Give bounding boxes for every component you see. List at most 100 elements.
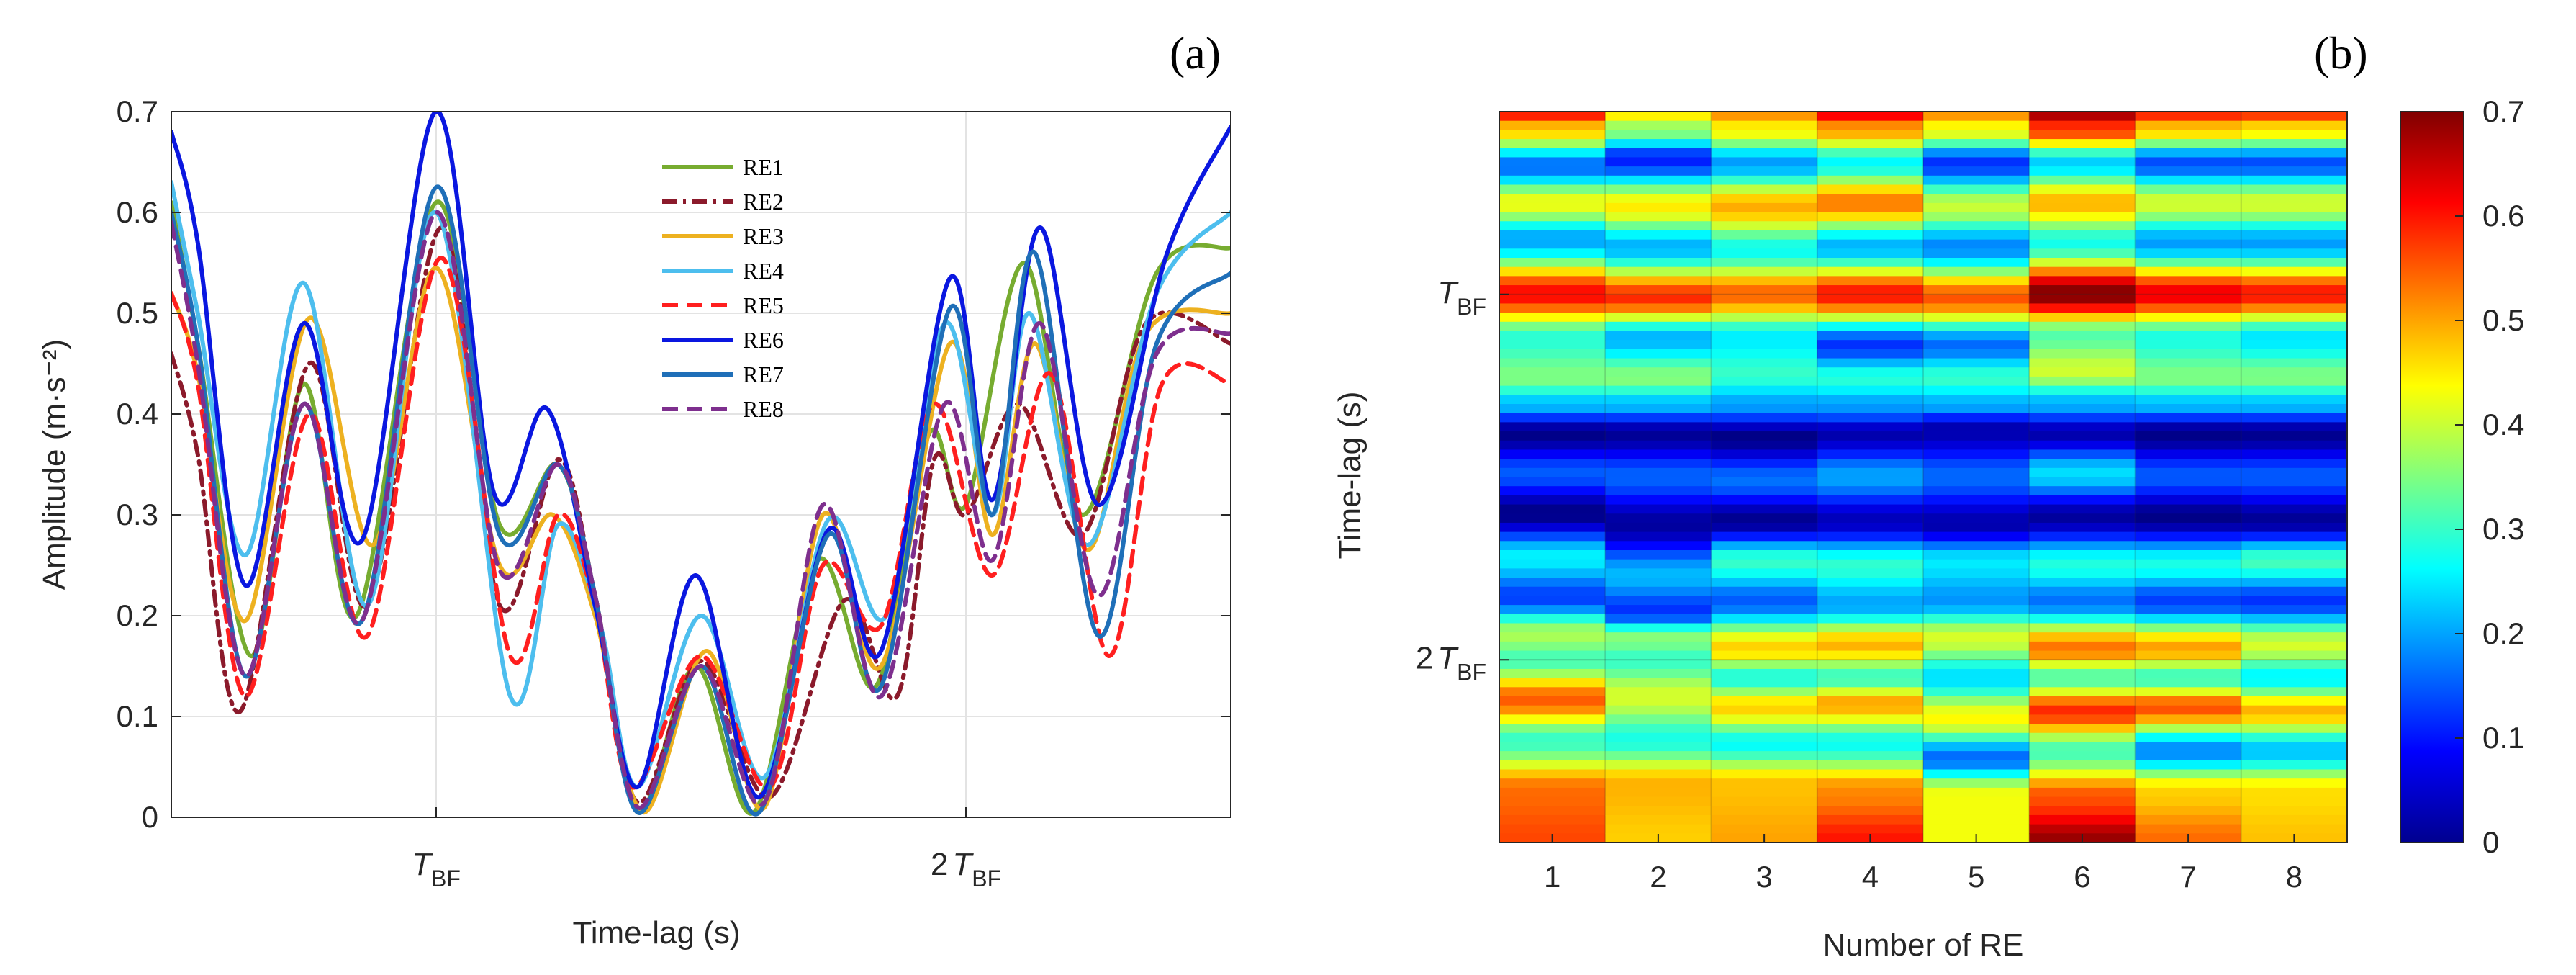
x-axis: 1 2 3 4 5 6 7 8	[1544, 834, 2302, 894]
heatmap-cell	[2135, 550, 2242, 560]
heatmap-cell	[1711, 331, 1818, 341]
heatmap-cell	[1499, 513, 1606, 524]
colorbar-tick-label: 0.6	[2482, 199, 2524, 233]
heatmap-cell	[1923, 824, 2030, 834]
heatmap-cell	[1605, 705, 1712, 715]
heatmap-cell	[1817, 148, 1924, 158]
heatmap-cell	[1711, 732, 1818, 743]
heatmap-cell	[1499, 440, 1606, 451]
heatmap-cell	[1711, 586, 1818, 597]
heatmap-cell	[1605, 276, 1712, 286]
heatmap-cell	[1817, 440, 1924, 451]
heatmap-cell	[1605, 531, 1712, 542]
heatmap-cell	[1711, 559, 1818, 569]
heatmap-cell	[2241, 495, 2348, 506]
heatmap-cell	[1605, 632, 1712, 642]
colorbar-tick-label: 0	[2482, 825, 2499, 859]
heatmap-cell	[1817, 340, 1924, 350]
heatmap-cell	[1817, 202, 1924, 213]
heatmap-cell	[1923, 696, 2030, 706]
heatmap-cell	[2241, 266, 2348, 277]
heatmap-cell	[2029, 194, 2136, 204]
heatmap-cell	[1499, 285, 1606, 295]
heatmap-cell	[1817, 321, 1924, 332]
heatmap-cell	[1923, 239, 2030, 249]
heatmap-cell	[2135, 477, 2242, 487]
heatmap-cell	[2241, 157, 2348, 167]
heatmap-cell	[1499, 422, 1606, 432]
heatmap-cell	[1605, 486, 1712, 496]
heatmap-cell	[1605, 650, 1712, 660]
heatmap-cell	[1711, 806, 1818, 816]
heatmap-cell	[2241, 313, 2348, 323]
heatmap-cell	[2135, 404, 2242, 414]
heatmap-cell	[1605, 431, 1712, 441]
heatmap-cell	[2029, 385, 2136, 395]
heatmap-cell	[1499, 668, 1606, 679]
heatmap-cell	[2135, 413, 2242, 423]
heatmap-cell	[1817, 349, 1924, 359]
heatmap-cell	[1605, 578, 1712, 588]
heatmap-cell	[1817, 422, 1924, 432]
heatmap-cell	[1817, 431, 1924, 441]
heatmap-cell	[1605, 285, 1712, 295]
heatmap-cell	[2135, 276, 2242, 286]
heatmap-cell	[1923, 112, 2030, 122]
heatmap-cell	[1923, 349, 2030, 359]
heatmap-cell	[1499, 660, 1606, 670]
heatmap-cell	[1605, 732, 1712, 743]
heatmap-cell	[2241, 751, 2348, 761]
heatmap-cell	[1499, 522, 1606, 533]
heatmap-cell	[1711, 413, 1818, 423]
heatmap-cell	[2029, 705, 2136, 715]
heatmap-cell	[1499, 687, 1606, 697]
heatmap-cell	[1499, 814, 1606, 825]
heatmap-cell	[2241, 431, 2348, 441]
heatmap-cell	[2029, 796, 2136, 806]
heatmap-cell	[1605, 202, 1712, 213]
heatmap-cell	[2029, 477, 2136, 487]
heatmap-cell	[1817, 668, 1924, 679]
heatmap-cell	[1605, 623, 1712, 633]
heatmap-cell	[2241, 778, 2348, 788]
legend-item-re8: RE8	[662, 396, 784, 422]
heatmap-cell	[1817, 632, 1924, 642]
x-tick-label: 8	[2286, 860, 2302, 894]
heatmap-cell	[2241, 814, 2348, 825]
heatmap-cell	[1817, 486, 1924, 496]
heatmap-cell	[1923, 568, 2030, 578]
heatmap-cell	[1817, 650, 1924, 660]
heatmap-cell	[1817, 112, 1924, 122]
heatmap-cell	[2029, 202, 2136, 213]
heatmap-cell	[1711, 760, 1818, 770]
heatmap-cell	[1605, 660, 1712, 670]
heatmap-cell	[1711, 385, 1818, 395]
heatmap-cell	[1605, 796, 1712, 806]
heatmap-cell	[1711, 239, 1818, 249]
colorbar-ticks: 0 0.1 0.2 0.3 0.4 0.5 0.6 0.7	[2455, 94, 2524, 859]
heatmap-cell	[1605, 248, 1712, 259]
heatmap-cell	[2135, 148, 2242, 158]
heatmap-cell	[1711, 285, 1818, 295]
heatmap-cell	[1923, 294, 2030, 305]
heatmap-cell	[1499, 550, 1606, 560]
heatmap-cell	[2029, 678, 2136, 688]
heatmap-cell	[1923, 660, 2030, 670]
heatmap-cell	[2029, 395, 2136, 405]
heatmap-cell	[2135, 202, 2242, 213]
x-tick-label: 1	[1544, 860, 1560, 894]
heatmap-cell	[1605, 751, 1712, 761]
colorbar-tick-label: 0.1	[2482, 721, 2524, 755]
heatmap-cell	[1711, 796, 1818, 806]
heatmap-cell	[1711, 687, 1818, 697]
heatmap-cell	[2241, 166, 2348, 176]
heatmap-cell	[2241, 742, 2348, 752]
heatmap-cell	[1499, 796, 1606, 806]
heatmap-cell	[1817, 495, 1924, 506]
heatmap-cell	[1605, 714, 1712, 724]
legend-label: RE8	[743, 396, 784, 422]
heatmap-cell	[2029, 769, 2136, 779]
heatmap-cell	[1499, 266, 1606, 277]
heatmap-cell	[2135, 175, 2242, 186]
